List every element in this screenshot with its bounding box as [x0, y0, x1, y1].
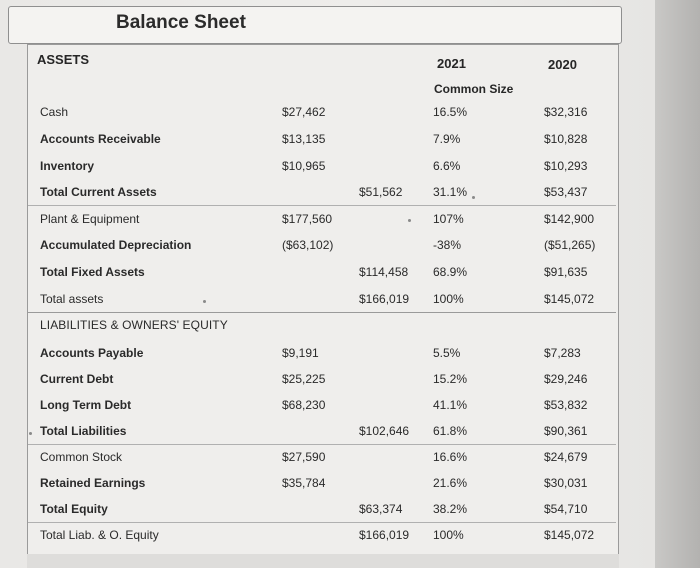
table-row: Total Fixed Assets $114,458 68.9% $91,635 — [28, 259, 616, 285]
total-amount: $166,019 — [359, 528, 410, 542]
table-row: Total Equity $63,374 38.2% $54,710 — [28, 496, 616, 523]
row-label: Current Debt — [40, 372, 114, 386]
table-row: Accumulated Depreciation ($63,102) -38% ($5… — [28, 232, 616, 258]
prior-year-amount: $90,361 — [544, 424, 588, 438]
row-label: Cash — [40, 105, 69, 119]
common-size-percent: 5.5% — [433, 346, 461, 360]
common-size-percent: 38.2% — [433, 502, 468, 516]
common-size-percent: 41.1% — [433, 398, 468, 412]
speck — [472, 196, 475, 199]
prior-year-amount: $53,437 — [544, 185, 588, 199]
row-label: Accounts Payable — [40, 346, 144, 360]
row-label: Total Current Assets — [40, 185, 157, 199]
table-row: Retained Earnings $35,784 21.6% $30,031 — [28, 470, 616, 496]
prior-year-amount: $32,316 — [544, 105, 588, 119]
detail-amount: $27,590 — [282, 450, 326, 464]
table-row: Total Current Assets $51,562 31.1% $53,437 — [28, 179, 616, 206]
detail-amount: ($63,102) — [282, 238, 334, 252]
page-edge — [655, 0, 700, 568]
speck — [29, 432, 32, 435]
prior-year-amount: $7,283 — [544, 346, 581, 360]
table-row: Cash $27,462 16.5% $32,316 — [28, 99, 616, 125]
total-amount: $51,562 — [359, 185, 403, 199]
common-size-percent: 100% — [433, 528, 464, 542]
table-row: Inventory $10,965 6.6% $10,293 — [28, 153, 616, 179]
common-size-percent: 31.1% — [433, 185, 468, 199]
page-title: Balance Sheet — [116, 12, 246, 33]
table-row: Total assets $166,019 100% $145,072 — [28, 286, 616, 313]
speck — [408, 219, 411, 222]
row-label: Total assets — [40, 292, 104, 306]
prior-year-amount: ($51,265) — [544, 238, 596, 252]
table-row: Current Debt $25,225 15.2% $29,246 — [28, 366, 616, 392]
assets-heading: ASSETS — [37, 52, 90, 67]
prior-year-amount: $30,031 — [544, 476, 588, 490]
liabilities-section-heading: LIABILITIES & OWNERS' EQUITY — [40, 318, 228, 332]
total-amount: $63,374 — [359, 502, 403, 516]
total-amount: $166,019 — [359, 292, 410, 306]
row-label: Total Fixed Assets — [40, 265, 145, 279]
common-size-percent: 16.5% — [433, 105, 468, 119]
table-row: Accounts Payable $9,191 5.5% $7,283 — [28, 340, 616, 366]
prior-year-amount: $24,679 — [544, 450, 588, 464]
row-label: Inventory — [40, 159, 95, 173]
common-size-percent: 6.6% — [433, 159, 461, 173]
detail-amount: $9,191 — [282, 346, 319, 360]
prior-year-amount: $91,635 — [544, 265, 588, 279]
common-size-percent: 61.8% — [433, 424, 468, 438]
detail-amount: $177,560 — [282, 212, 333, 226]
table-row: Plant & Equipment $177,560 107% $142,900 — [28, 206, 616, 232]
prior-year-amount: $142,900 — [544, 212, 595, 226]
row-label: Accumulated Depreciation — [40, 238, 192, 252]
row-label: Accounts Receivable — [40, 132, 161, 146]
common-size-header: Common Size — [434, 82, 514, 96]
title-bar — [8, 6, 622, 44]
table-row: Accounts Receivable $13,135 7.9% $10,828 — [28, 126, 616, 152]
prior-year-amount: $145,072 — [544, 528, 595, 542]
table-row: Common Stock $27,590 16.6% $24,679 — [28, 444, 616, 470]
detail-amount: $68,230 — [282, 398, 326, 412]
common-size-percent: 7.9% — [433, 132, 461, 146]
detail-amount: $35,784 — [282, 476, 326, 490]
table-row: Total Liabilities $102,646 61.8% $90,361 — [28, 418, 616, 445]
row-label: Total Liab. & O. Equity — [40, 528, 159, 542]
detail-amount: $27,462 — [282, 105, 326, 119]
prior-year-amount: $53,832 — [544, 398, 588, 412]
common-size-percent: 68.9% — [433, 265, 468, 279]
detail-amount: $13,135 — [282, 132, 326, 146]
balance-sheet-table — [27, 44, 619, 556]
year-2021-header: 2021 — [437, 56, 466, 71]
detail-amount: $10,965 — [282, 159, 326, 173]
prior-year-amount: $10,828 — [544, 132, 588, 146]
year-2020-header: 2020 — [548, 57, 577, 72]
common-size-percent: 100% — [433, 292, 464, 306]
common-size-percent: 107% — [433, 212, 464, 226]
table-row: Total Liab. & O. Equity $166,019 100% $145,… — [28, 522, 616, 548]
row-label: Long Term Debt — [40, 398, 132, 412]
sheet-footer — [27, 554, 619, 568]
common-size-percent: 21.6% — [433, 476, 468, 490]
prior-year-amount: $10,293 — [544, 159, 588, 173]
row-label: Plant & Equipment — [40, 212, 140, 226]
detail-amount: $25,225 — [282, 372, 326, 386]
prior-year-amount: $29,246 — [544, 372, 588, 386]
common-size-percent: -38% — [433, 238, 462, 252]
table-row: Long Term Debt $68,230 41.1% $53,832 — [28, 392, 616, 418]
row-label: Total Liabilities — [40, 424, 127, 438]
prior-year-amount: $54,710 — [544, 502, 588, 516]
row-label: Retained Earnings — [40, 476, 146, 490]
total-amount: $114,458 — [359, 265, 409, 279]
total-amount: $102,646 — [359, 424, 410, 438]
speck — [203, 300, 206, 303]
row-label: Total Equity — [40, 502, 108, 516]
common-size-percent: 16.6% — [433, 450, 468, 464]
common-size-percent: 15.2% — [433, 372, 468, 386]
prior-year-amount: $145,072 — [544, 292, 595, 306]
row-label: Common Stock — [40, 450, 123, 464]
